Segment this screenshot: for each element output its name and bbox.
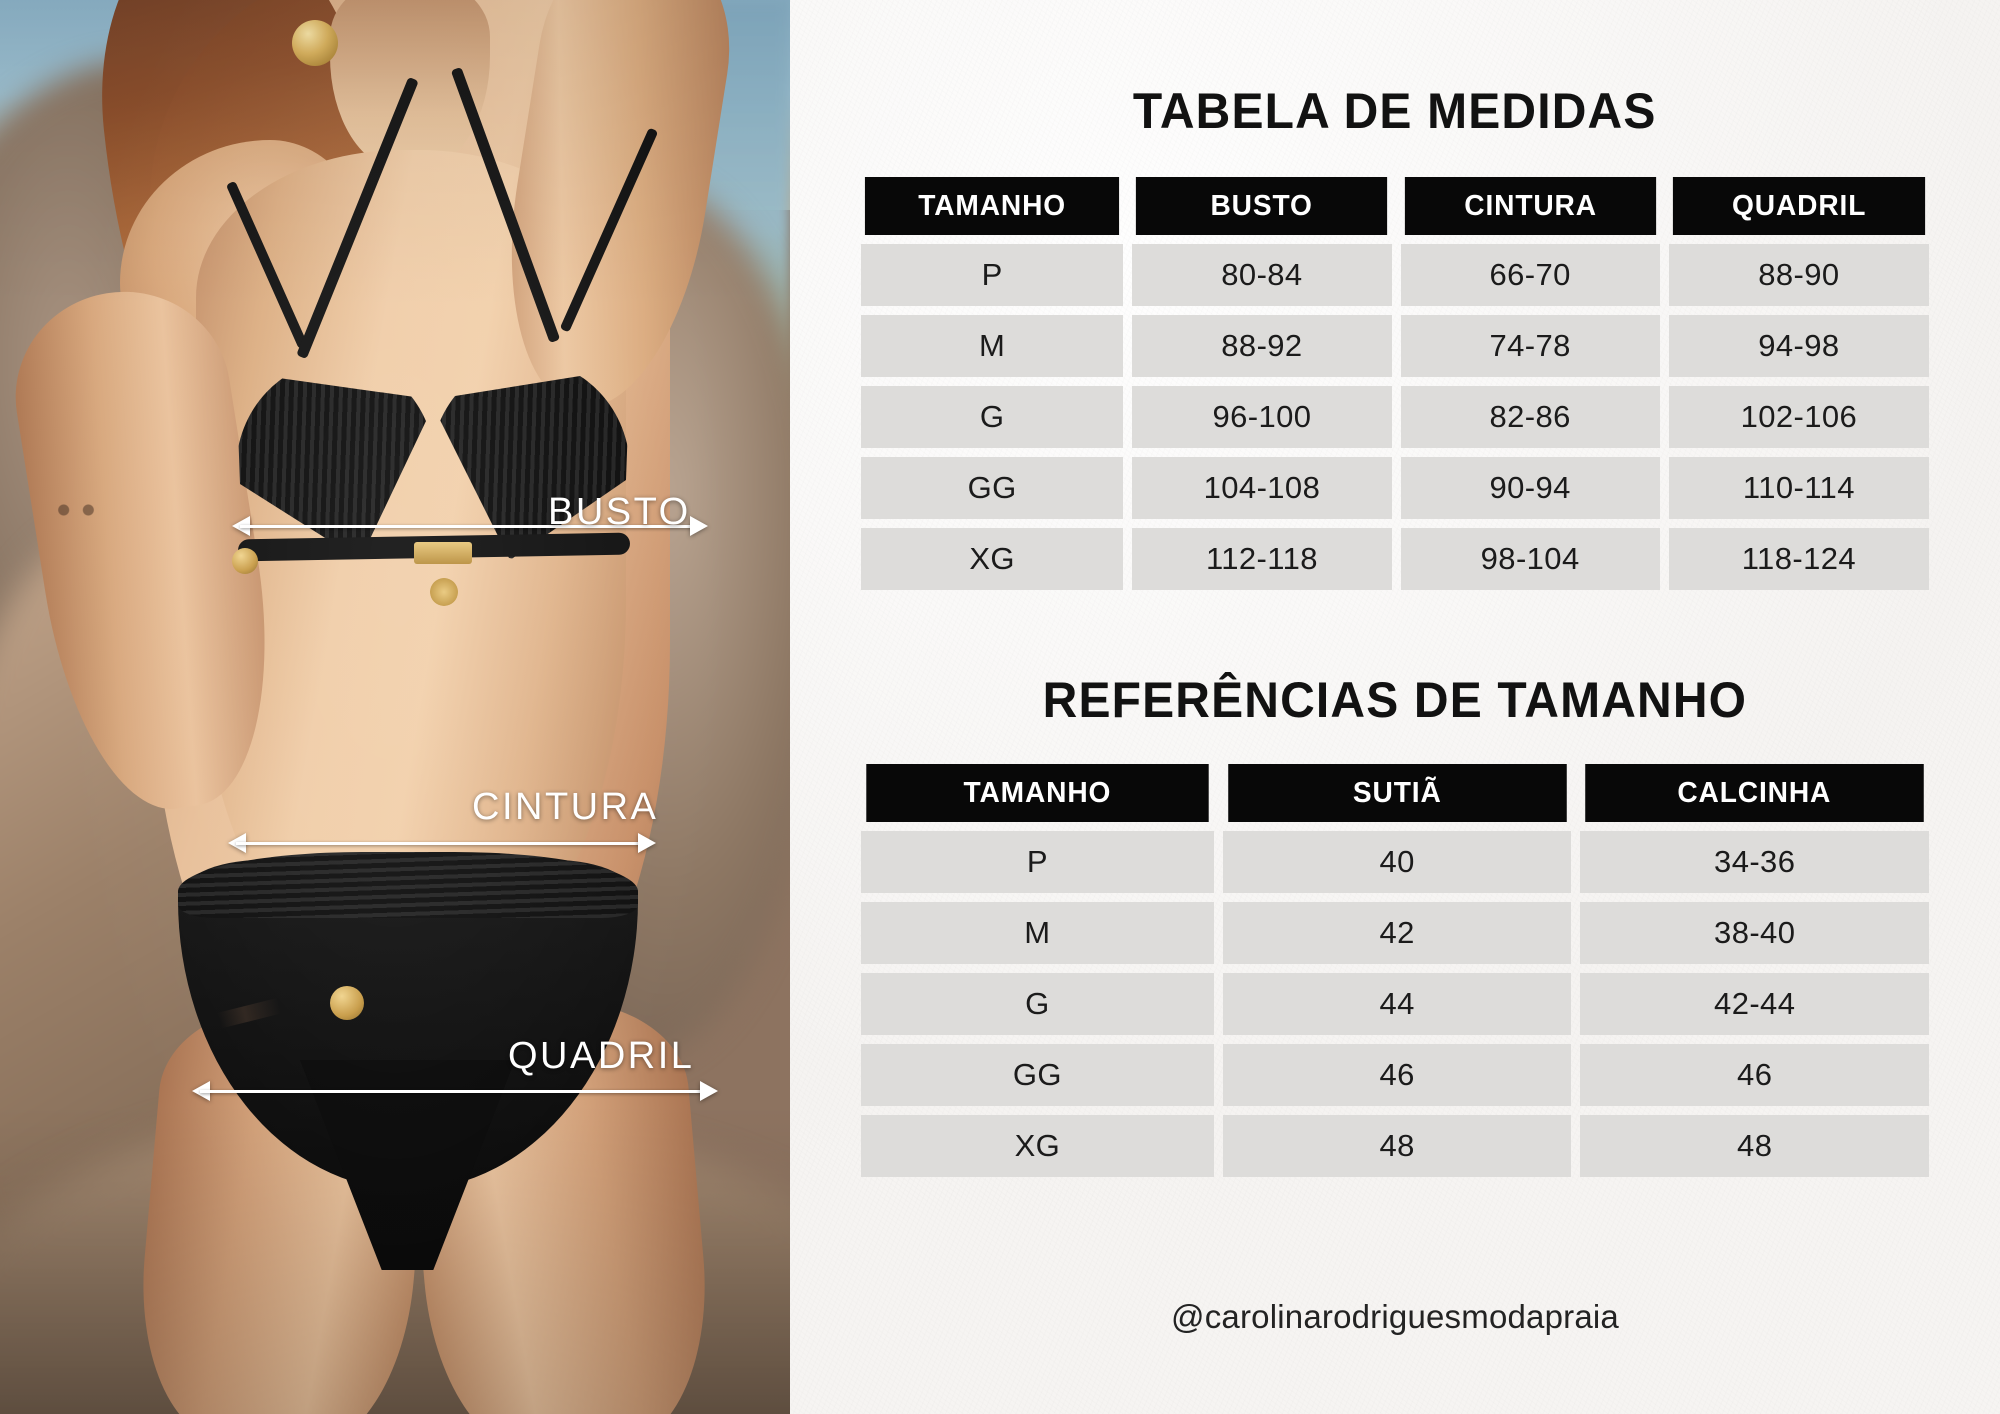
cell-sutia: 40 [1222,831,1572,893]
gold-charm-bar [414,542,472,564]
table-row: XG 48 48 [861,1115,1929,1177]
cell-sutia: 46 [1222,1044,1572,1106]
table-row: P 40 34-36 [861,831,1929,893]
gold-button-top [232,548,258,574]
table-row: M 88-92 74-78 94-98 [861,315,1929,377]
cell-busto: 104-108 [1132,457,1392,519]
table-header-row: TAMANHO SUTIÃ CALCINHA [861,764,1929,822]
measurements-table: TAMANHO BUSTO CINTURA QUADRIL P 80-84 66… [852,168,1938,599]
cell-quadril: 88-90 [1668,244,1929,306]
cell-size: M [861,315,1124,377]
measurement-label-cintura: CINTURA [472,786,659,828]
photo-illustration [0,0,790,1414]
cell-calcinha: 42-44 [1580,973,1929,1035]
cell-busto: 88-92 [1132,315,1392,377]
cell-busto: 112-118 [1132,528,1392,590]
table-row: GG 104-108 90-94 110-114 [861,457,1929,519]
column-header-calcinha: CALCINHA [1585,764,1924,822]
column-header-sutia: SUTIÃ [1228,764,1567,822]
table-row: GG 46 46 [861,1044,1929,1106]
references-table: TAMANHO SUTIÃ CALCINHA P 40 34-36 M 42 3… [852,755,1938,1186]
cell-cintura: 66-70 [1400,244,1660,306]
measurements-table-body: P 80-84 66-70 88-90 M 88-92 74-78 94-98 … [861,244,1929,590]
table-row: M 42 38-40 [861,902,1929,964]
column-header-busto: BUSTO [1136,177,1388,235]
gold-sun-charm-icon [430,578,458,606]
table-row: G 96-100 82-86 102-106 [861,386,1929,448]
arrow-head-right-icon [638,833,656,853]
table-row: P 80-84 66-70 88-90 [861,244,1929,306]
cell-size: G [861,973,1214,1035]
cell-sutia: 44 [1222,973,1572,1035]
references-table-head: TAMANHO SUTIÃ CALCINHA [861,764,1929,822]
measurements-table-title: TABELA DE MEDIDAS [1133,83,1657,139]
cell-sutia: 48 [1222,1115,1572,1177]
cell-calcinha: 34-36 [1580,831,1929,893]
table-row: G 44 42-44 [861,973,1929,1035]
column-header-quadril: QUADRIL [1672,177,1926,235]
cell-calcinha: 46 [1580,1044,1929,1106]
references-table-body: P 40 34-36 M 42 38-40 G 44 42-44 [861,831,1929,1177]
cell-cintura: 98-104 [1400,528,1660,590]
cell-busto: 96-100 [1132,386,1392,448]
model-photo-panel: BUSTO CINTURA QUADRIL [0,0,790,1414]
tables-panel: TABELA DE MEDIDAS TAMANHO BUSTO CINTURA … [790,0,2000,1414]
measurement-label-quadril: QUADRIL [508,1035,695,1077]
cell-size: M [861,902,1214,964]
measurements-table-head: TAMANHO BUSTO CINTURA QUADRIL [861,177,1929,235]
cell-size: XG [861,528,1124,590]
instagram-handle[interactable]: @carolinarodriguesmodapraia [1171,1298,1619,1335]
measurement-label-busto: BUSTO [548,491,691,533]
cell-size: GG [861,457,1124,519]
cell-quadril: 110-114 [1668,457,1929,519]
cell-size: XG [861,1115,1214,1177]
cell-cintura: 74-78 [1400,315,1660,377]
cell-calcinha: 38-40 [1580,902,1929,964]
cell-cintura: 82-86 [1400,386,1660,448]
cell-size: GG [861,1044,1214,1106]
column-header-cintura: CINTURA [1404,177,1656,235]
cell-busto: 80-84 [1132,244,1392,306]
column-header-tamanho: TAMANHO [866,764,1209,822]
bikini-bottoms-waistband [178,852,638,918]
butterfly-tattoo [48,492,104,528]
measurement-line [236,842,648,845]
cell-quadril: 94-98 [1668,315,1929,377]
cell-size: P [861,244,1124,306]
references-table-title: REFERÊNCIAS DE TAMANHO [1042,672,1748,728]
table-header-row: TAMANHO BUSTO CINTURA QUADRIL [861,177,1929,235]
cell-calcinha: 48 [1580,1115,1929,1177]
arrow-head-right-icon [700,1081,718,1101]
gold-button-bottom [330,986,364,1020]
measurement-line [240,525,700,528]
arrow-head-right-icon [690,516,708,536]
cell-quadril: 102-106 [1668,386,1929,448]
cell-sutia: 42 [1222,902,1572,964]
cell-quadril: 118-124 [1668,528,1929,590]
gold-earring [292,20,338,66]
cell-cintura: 90-94 [1400,457,1660,519]
measurement-line [200,1090,710,1093]
column-header-tamanho: TAMANHO [864,177,1120,235]
cell-size: G [861,386,1124,448]
references-table-wrapper: TAMANHO SUTIÃ CALCINHA P 40 34-36 M 42 3… [852,755,1938,1186]
cell-size: P [861,831,1214,893]
table-row: XG 112-118 98-104 118-124 [861,528,1929,590]
